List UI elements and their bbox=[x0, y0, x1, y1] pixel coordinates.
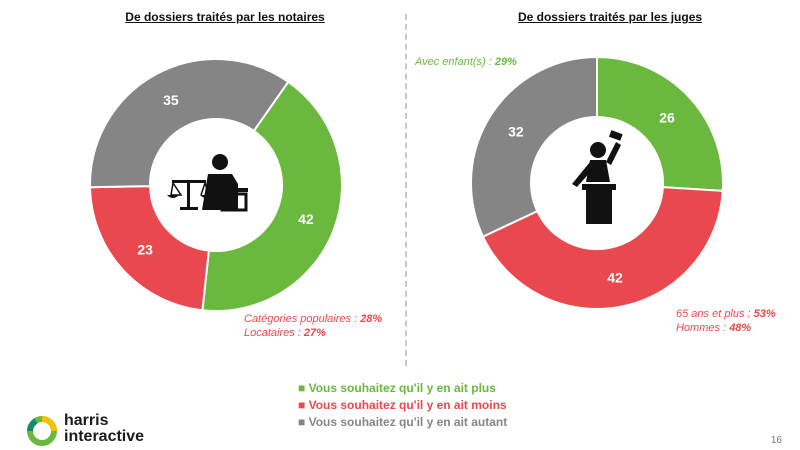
notary-scales-icon bbox=[167, 154, 248, 212]
annotation-line: Catégories populaires : 28% bbox=[244, 313, 383, 325]
legend-item-moins: ■ Vous souhaitez qu'il y en ait moins bbox=[298, 398, 507, 412]
annotations-notaires: Catégories populaires : 28% Locataires :… bbox=[244, 312, 382, 340]
chart-title-notaires: De dossiers traités par les notaires bbox=[125, 10, 325, 24]
annotations-juges-top: Avec enfant(s) : 29% bbox=[415, 55, 517, 69]
donut-slice-autant bbox=[470, 55, 598, 238]
slice-label-moins: 23 bbox=[137, 242, 153, 258]
page-number: 16 bbox=[770, 435, 782, 446]
donut-slice-plus bbox=[596, 55, 724, 192]
donut-slice-autant bbox=[89, 58, 290, 189]
donut-juges: 26 42 32 bbox=[470, 55, 724, 310]
brand-name: harris interactive bbox=[64, 412, 145, 445]
harris-ring-logo-icon bbox=[27, 416, 57, 446]
donut-notaires: 42 23 35 bbox=[89, 58, 343, 312]
annotation-line: Avec enfant(s) : 29% bbox=[415, 56, 517, 68]
judge-gavel-icon bbox=[572, 130, 623, 224]
annotation-line: Locataires : 27% bbox=[244, 327, 326, 339]
legend: ■ Vous souhaitez qu'il y en ait plus ■ V… bbox=[298, 380, 507, 431]
slice-label-autant: 35 bbox=[163, 92, 179, 108]
slice-label-moins: 42 bbox=[607, 269, 623, 285]
donut-charts: 42 23 35 26 42 32 bbox=[89, 55, 724, 312]
slice-label-plus: 42 bbox=[298, 211, 314, 227]
annotation-line: Hommes : 48% bbox=[676, 322, 752, 334]
donut-slice-moins bbox=[89, 185, 210, 312]
slice-label-autant: 32 bbox=[508, 124, 524, 140]
donut-slice-plus bbox=[201, 80, 343, 312]
annotations-juges: 65 ans et plus : 53% Hommes : 48% bbox=[676, 307, 776, 335]
chart-title-juges: De dossiers traités par les juges bbox=[517, 10, 703, 24]
legend-item-autant: ■ Vous souhaitez qu'il y en ait autant bbox=[298, 415, 508, 429]
donut-slice-moins bbox=[481, 186, 724, 310]
annotation-line: 65 ans et plus : 53% bbox=[676, 308, 776, 320]
legend-item-plus: ■ Vous souhaitez qu'il y en ait plus bbox=[298, 381, 496, 395]
divider bbox=[405, 14, 407, 366]
slice-label-plus: 26 bbox=[659, 109, 675, 125]
